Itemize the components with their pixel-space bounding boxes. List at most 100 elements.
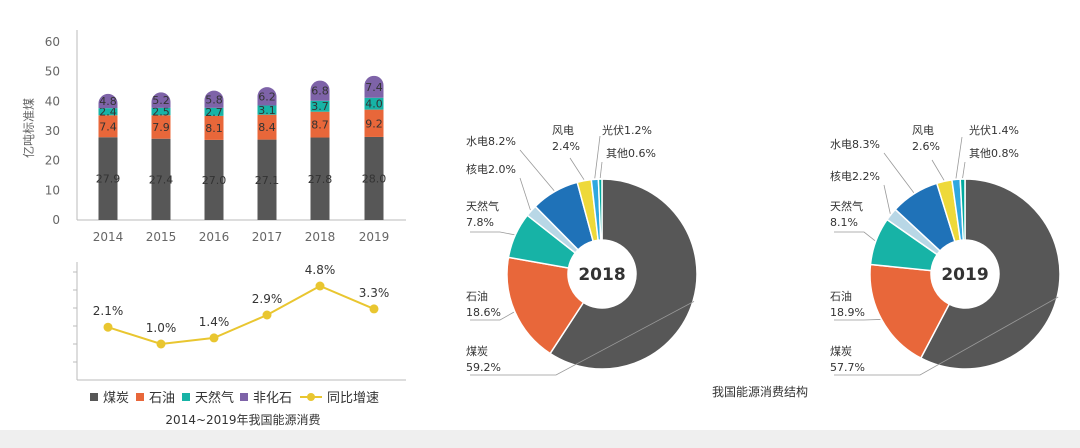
bar-y-tick: 30 bbox=[45, 124, 60, 138]
bar-segment bbox=[257, 139, 277, 220]
legend-label: 煤炭 bbox=[103, 391, 129, 406]
pie-label: 59.2% bbox=[466, 361, 501, 374]
bar-data-label: 27.8 bbox=[308, 173, 333, 186]
line-point bbox=[156, 339, 166, 349]
bar-segment bbox=[364, 109, 384, 137]
bar-x-tick: 2017 bbox=[252, 230, 283, 244]
pie-leader-line bbox=[470, 311, 515, 321]
pie-label: 石油 bbox=[466, 289, 488, 303]
line-data-label: 3.3% bbox=[359, 286, 390, 300]
bar-y-tick: 60 bbox=[45, 35, 60, 49]
line-data-label: 4.8% bbox=[305, 263, 336, 277]
pie-label: 核电2.0% bbox=[466, 162, 516, 176]
pie-hole bbox=[931, 240, 999, 308]
line-data-label: 2.9% bbox=[252, 292, 283, 306]
bar-data-label: 2.5 bbox=[152, 106, 170, 119]
pie-label: 其他0.6% bbox=[606, 147, 656, 160]
line-point bbox=[209, 333, 219, 343]
pie-label: 天然气 bbox=[830, 199, 863, 213]
bar-data-label: 7.4 bbox=[365, 81, 383, 94]
bar-segment bbox=[257, 114, 277, 140]
pie-leader-line bbox=[883, 184, 891, 214]
pie-leader-line bbox=[834, 296, 1059, 376]
bar-segment bbox=[98, 115, 118, 138]
bar-segment bbox=[310, 80, 330, 101]
bar-segment bbox=[98, 93, 118, 109]
bottom-band bbox=[0, 430, 1080, 448]
legend-marker bbox=[307, 393, 315, 401]
bar-data-label: 3.7 bbox=[311, 100, 329, 113]
bar-data-label: 27.9 bbox=[96, 173, 121, 186]
bar-y-axis-label: 亿吨标准煤 bbox=[21, 98, 36, 158]
legend: 煤炭 石油 天然气 非化石 同比增速 bbox=[90, 390, 379, 406]
left-caption: 2014~2019年我国能源消费 bbox=[165, 413, 320, 427]
bar-x-tick: 2016 bbox=[199, 230, 230, 244]
bar-data-label: 8.7 bbox=[311, 119, 329, 132]
legend-label: 天然气 bbox=[195, 390, 234, 406]
bar-segment bbox=[364, 75, 384, 98]
bar-data-label: 2.7 bbox=[205, 106, 223, 119]
pie-label: 2.6% bbox=[912, 140, 940, 153]
pie-leader-line bbox=[594, 135, 601, 179]
bar-segment bbox=[310, 137, 330, 220]
pie-leader-line bbox=[470, 301, 695, 376]
bar-y-tick: 50 bbox=[45, 65, 60, 79]
bar-segment bbox=[364, 136, 384, 220]
pie-label: 57.7% bbox=[830, 361, 865, 374]
bar-data-label: 8.4 bbox=[258, 121, 276, 134]
pie-leader-line bbox=[962, 161, 966, 179]
bar-data-label: 5.8 bbox=[205, 93, 223, 106]
pie-leader-line bbox=[519, 149, 555, 192]
legend-swatch bbox=[240, 393, 248, 401]
bar-segment bbox=[151, 115, 171, 139]
legend-swatch bbox=[182, 393, 190, 401]
pie-center-label: 2018 bbox=[578, 265, 625, 285]
pie-leader-line bbox=[599, 161, 603, 179]
pie-leader-line bbox=[931, 159, 945, 181]
bar-y-tick: 0 bbox=[52, 213, 60, 227]
pie-leader-line bbox=[955, 136, 963, 179]
pie-leader-line bbox=[470, 231, 515, 236]
bar-y-tick: 10 bbox=[45, 183, 60, 197]
bar-data-label: 6.2 bbox=[258, 90, 276, 103]
bar-data-label: 4.0 bbox=[365, 98, 383, 111]
pie-leader-line bbox=[883, 152, 915, 194]
pie-label: 光伏1.2% bbox=[602, 123, 652, 137]
pie-label: 8.1% bbox=[830, 216, 858, 229]
bar-data-label: 7.9 bbox=[152, 121, 170, 134]
bar-x-tick: 2015 bbox=[146, 230, 177, 244]
line-data-label: 1.4% bbox=[199, 315, 230, 329]
bar-data-label: 3.1 bbox=[258, 104, 276, 117]
bar-data-label: 4.8 bbox=[99, 95, 117, 108]
line-chart: 2.1% 1.0% 1.4% 2.9% 4.8% 3.3% bbox=[73, 262, 406, 381]
bar-segment bbox=[310, 100, 330, 112]
pie-label: 风电 bbox=[552, 124, 574, 137]
pie-label: 18.9% bbox=[830, 306, 865, 319]
right-caption: 我国能源消费结构 bbox=[712, 384, 808, 399]
bar-data-label: 9.2 bbox=[365, 117, 383, 130]
bar-segment bbox=[257, 105, 277, 115]
bar-segment bbox=[98, 108, 118, 116]
pie-leader-line bbox=[834, 231, 876, 241]
pie-leader-line bbox=[569, 157, 585, 180]
bar-segment bbox=[204, 139, 224, 220]
legend-swatch bbox=[90, 393, 98, 401]
bar-segment bbox=[151, 92, 171, 108]
bar-segment bbox=[310, 111, 330, 138]
pie-chart-2019: 2019 煤炭 57.7% 石油 18.9% 天然气 8.1% 核电2.2% 水电8.3% 风电 2… bbox=[830, 123, 1061, 376]
bar-data-label: 6.8 bbox=[311, 85, 329, 98]
pie-label: 其他0.8% bbox=[969, 147, 1019, 160]
bar-x-tick: 2018 bbox=[305, 230, 336, 244]
pie-label: 水电8.2% bbox=[466, 135, 516, 148]
pie-label: 核电2.2% bbox=[830, 169, 880, 183]
bar-y-tick: 20 bbox=[45, 154, 60, 168]
bar-segment bbox=[204, 115, 224, 140]
pie-label: 水电8.3% bbox=[830, 138, 880, 151]
pie-label: 煤炭 bbox=[466, 345, 488, 358]
line-point bbox=[262, 310, 272, 320]
pie-label: 石油 bbox=[830, 289, 852, 303]
pie-leader-line bbox=[834, 319, 881, 321]
bar-data-label: 5.2 bbox=[152, 94, 170, 107]
line-data-label: 2.1% bbox=[93, 304, 124, 318]
bar-segment bbox=[151, 107, 171, 116]
